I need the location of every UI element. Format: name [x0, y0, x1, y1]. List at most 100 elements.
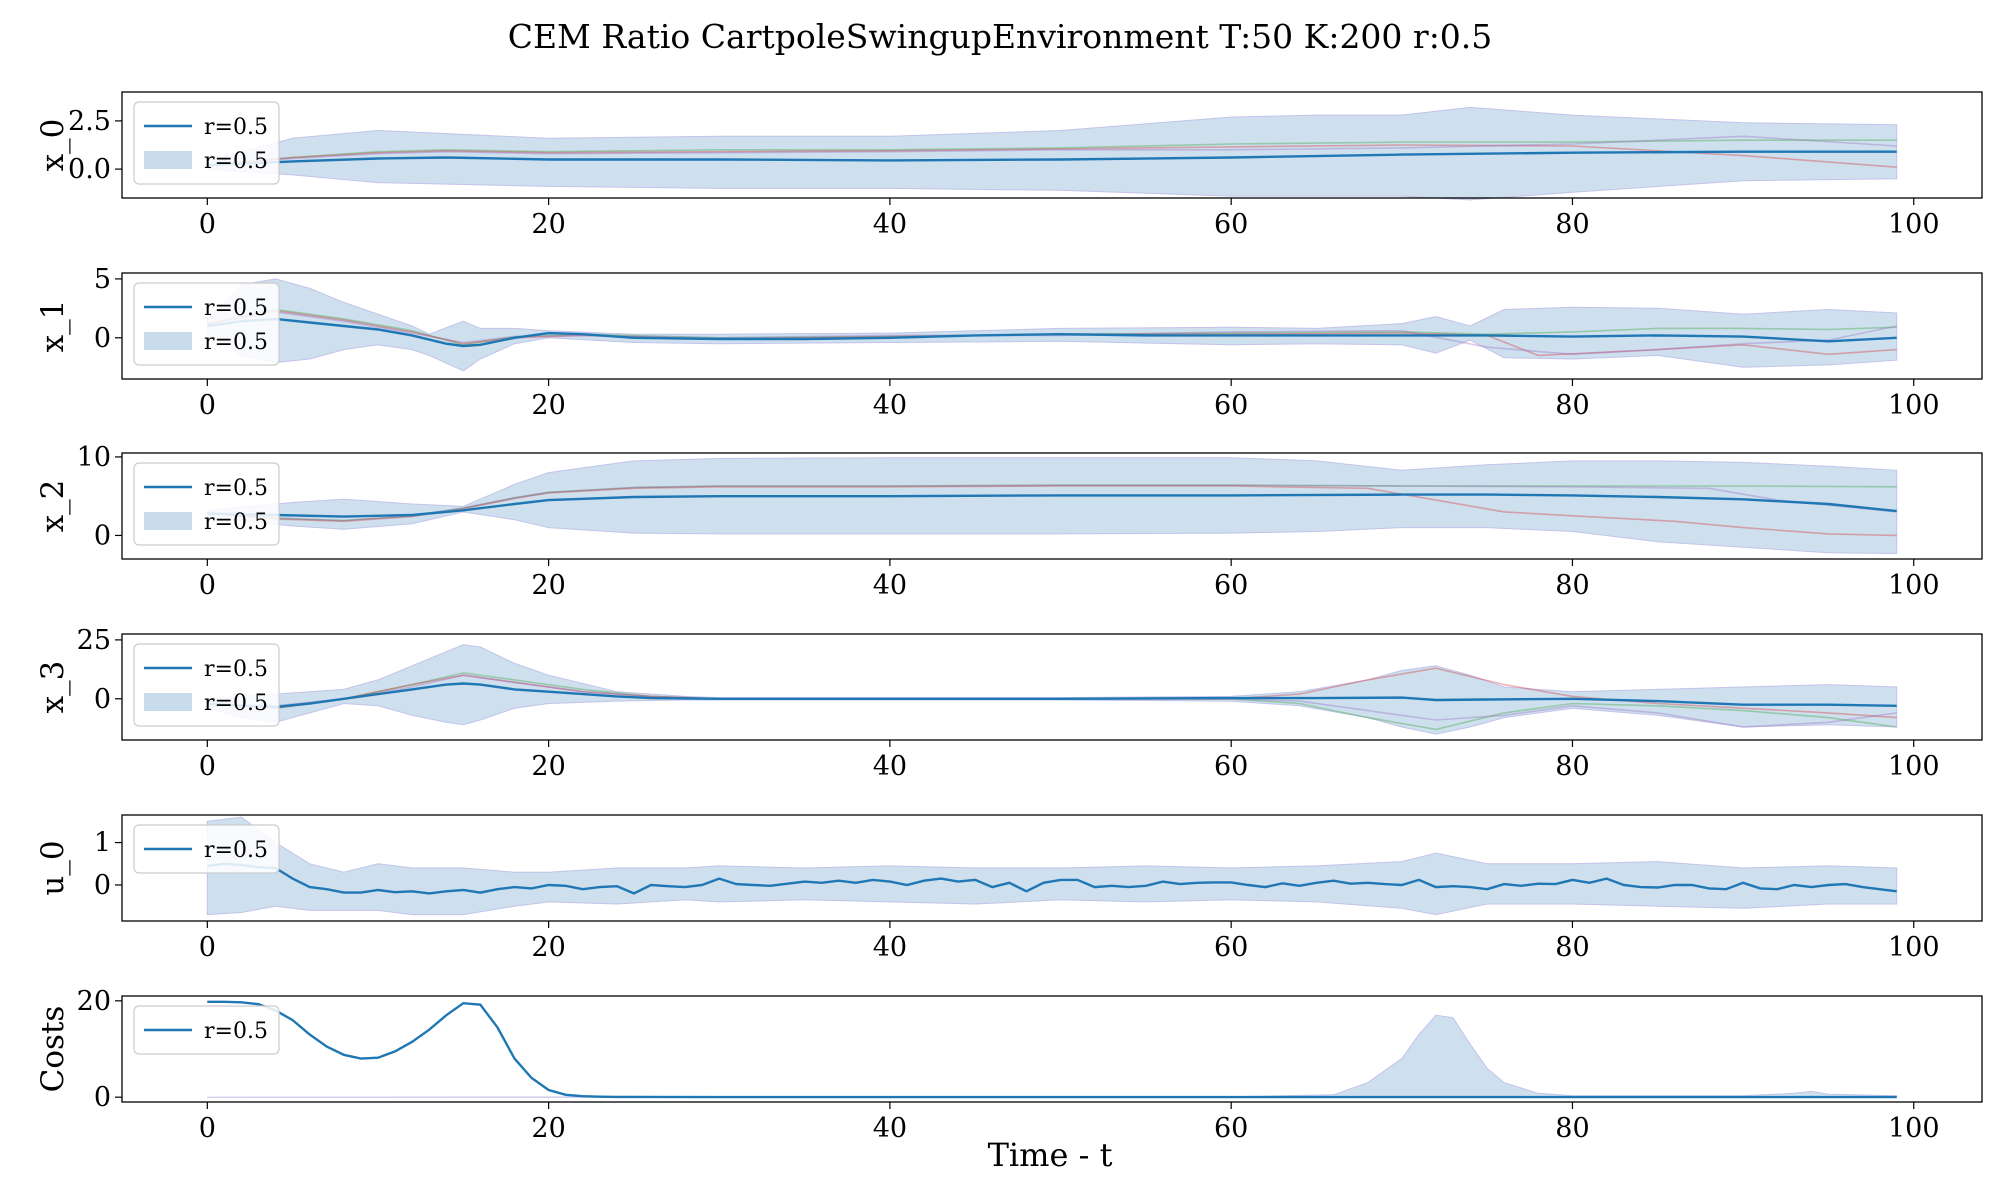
sample-line	[207, 484, 1897, 522]
mean-line	[207, 862, 1897, 895]
y-tick-label: 20	[77, 986, 111, 1017]
x-tick-label: 0	[199, 570, 216, 601]
x-tick-label: 40	[873, 751, 907, 782]
legend-band-swatch	[144, 151, 192, 169]
x-tick-label: 20	[531, 390, 565, 421]
x-tick-label: 40	[873, 209, 907, 240]
x-tick-label: 20	[531, 1113, 565, 1144]
y-tick-label: 0	[94, 1082, 111, 1113]
x-tick-label: 60	[1214, 570, 1248, 601]
x-tick-label: 80	[1555, 1113, 1589, 1144]
x-tick-label: 0	[199, 390, 216, 421]
y-axis-label: x_1	[35, 300, 71, 353]
x-tick-label: 60	[1214, 390, 1248, 421]
x-tick-label: 40	[873, 570, 907, 601]
mean-line	[207, 682, 1897, 709]
x-tick-label: 100	[1888, 932, 1940, 963]
legend-box	[133, 1005, 280, 1055]
legend-band-swatch	[144, 512, 192, 530]
y-axis-label: Costs	[35, 1006, 71, 1093]
legend-label: r=0.5	[204, 149, 268, 174]
legend-label: r=0.5	[204, 838, 268, 863]
legend-band-swatch	[144, 332, 192, 350]
confidence-band	[206, 278, 1898, 372]
x-tick-label: 0	[199, 932, 216, 963]
x-tick-label: 40	[873, 390, 907, 421]
sample-line	[207, 139, 1897, 166]
x-tick-label: 100	[1888, 1113, 1940, 1144]
subplot-x_2: 0 20 40 60 80 100 0 10x_2 r=0.5 r=0.5	[35, 442, 1983, 601]
x-tick-label: 100	[1888, 751, 1940, 782]
subplot-u_0: 0 20 40 60 80 100 0 1 u_0 r=0.5	[35, 814, 1983, 963]
y-tick-label: 10	[77, 442, 111, 473]
mean-line	[207, 1000, 1897, 1099]
y-tick-label: 0	[94, 323, 111, 354]
subplot-x_0: 0 20 40 60 80 100 0.0 2.5x_0 r=0.5 r=0.5	[35, 91, 1983, 240]
axes-frame	[121, 452, 1983, 560]
confidence-band	[206, 457, 1898, 555]
x-tick-label: 100	[1888, 390, 1940, 421]
x-tick-label: 40	[873, 1113, 907, 1144]
x-axis-label: Time - t	[988, 1136, 1113, 1174]
x-tick-label: 20	[531, 570, 565, 601]
axes-frame	[121, 91, 1983, 199]
x-tick-label: 80	[1555, 932, 1589, 963]
confidence-band	[207, 1014, 1898, 1098]
x-tick-label: 60	[1214, 1113, 1248, 1144]
plot-area	[122, 996, 1982, 1102]
subplot-x_3: 0 20 40 60 80 100 0 25x_3 r=0.5 r=0.5	[35, 625, 1983, 782]
x-tick-label: 0	[199, 751, 216, 782]
axes-frame	[121, 814, 1983, 922]
legend-box	[133, 824, 280, 874]
subplot-x_1: 0 20 40 60 80 100 0 5 x_1 r=0.5 r=0.5	[35, 264, 1983, 421]
y-tick-label: 5	[94, 264, 111, 295]
y-axis-label: u_0	[35, 840, 71, 895]
x-tick-label: 0	[199, 209, 216, 240]
legend-label: r=0.5	[204, 296, 268, 321]
y-tick-label: 0	[94, 520, 111, 551]
y-axis-label: x_0	[35, 119, 71, 172]
x-tick-label: 80	[1555, 209, 1589, 240]
x-tick-label: 100	[1888, 570, 1940, 601]
x-tick-label: 80	[1555, 570, 1589, 601]
y-tick-label: 1	[94, 828, 111, 859]
x-tick-label: 60	[1214, 932, 1248, 963]
y-tick-label: 2.5	[68, 106, 111, 137]
sample-line	[207, 135, 1897, 166]
y-axis-label: x_3	[35, 661, 71, 714]
x-tick-label: 0	[199, 1113, 216, 1144]
x-tick-label: 100	[1888, 209, 1940, 240]
x-tick-label: 20	[531, 932, 565, 963]
mean-line	[207, 493, 1897, 518]
legend-label: r=0.5	[204, 657, 268, 682]
y-axis-label: x_2	[35, 480, 71, 533]
x-tick-label: 20	[531, 751, 565, 782]
confidence-band	[206, 106, 1898, 201]
legend-label: r=0.5	[204, 1019, 268, 1044]
legend-label: r=0.5	[204, 115, 268, 140]
mean-line	[207, 150, 1897, 167]
y-tick-label: 0	[94, 684, 111, 715]
x-tick-label: 80	[1555, 390, 1589, 421]
axes-frame	[121, 995, 1983, 1103]
mean-line	[207, 317, 1897, 348]
figure-title: CEM Ratio CartpoleSwingupEnvironment T:5…	[508, 17, 1493, 56]
x-tick-label: 60	[1214, 209, 1248, 240]
x-tick-label: 40	[873, 932, 907, 963]
legend-label: r=0.5	[204, 510, 268, 535]
legend-label: r=0.5	[204, 691, 268, 716]
axes-frame	[121, 633, 1983, 741]
y-tick-label: 0	[94, 870, 111, 901]
x-tick-label: 80	[1555, 751, 1589, 782]
confidence-band	[206, 644, 1898, 735]
sample-line	[207, 144, 1897, 168]
y-tick-label: 0.0	[68, 154, 111, 185]
sample-line	[207, 484, 1897, 522]
y-tick-label: 25	[77, 625, 111, 656]
legend-label: r=0.5	[204, 476, 268, 501]
x-tick-label: 60	[1214, 751, 1248, 782]
legend-band-swatch	[144, 693, 192, 711]
